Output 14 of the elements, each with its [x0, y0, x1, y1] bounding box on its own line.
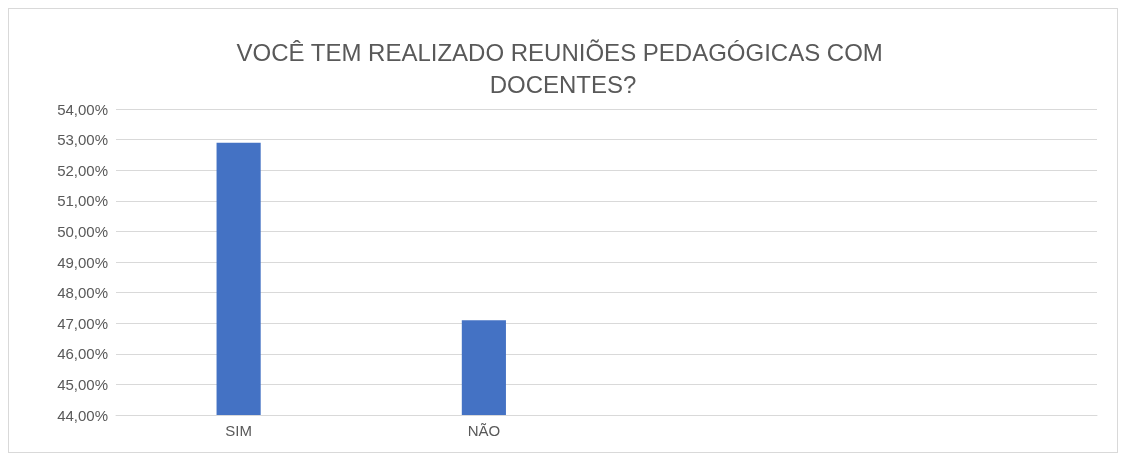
y-tick-label: 48,00% [57, 284, 108, 302]
y-tick-label: 52,00% [57, 161, 108, 179]
y-tick-label: 49,00% [57, 253, 108, 271]
y-tick-label: 53,00% [57, 131, 108, 149]
x-tick-label: NÃO [467, 422, 501, 439]
x-tick-label: SIM [225, 422, 252, 439]
y-tick-label: 51,00% [57, 192, 108, 210]
y-tick-label: 46,00% [57, 345, 108, 363]
y-tick-label: 50,00% [57, 222, 108, 240]
y-tick-label: 45,00% [57, 375, 108, 393]
chart-title: VOCÊ TEM REALIZADO REUNIÕES PEDAGÓGICAS COM DOCENTES? [236, 38, 890, 98]
y-tick-label: 47,00% [57, 314, 108, 332]
y-tick-label: 44,00% [57, 406, 108, 424]
y-tick-label: 54,00% [57, 100, 108, 118]
